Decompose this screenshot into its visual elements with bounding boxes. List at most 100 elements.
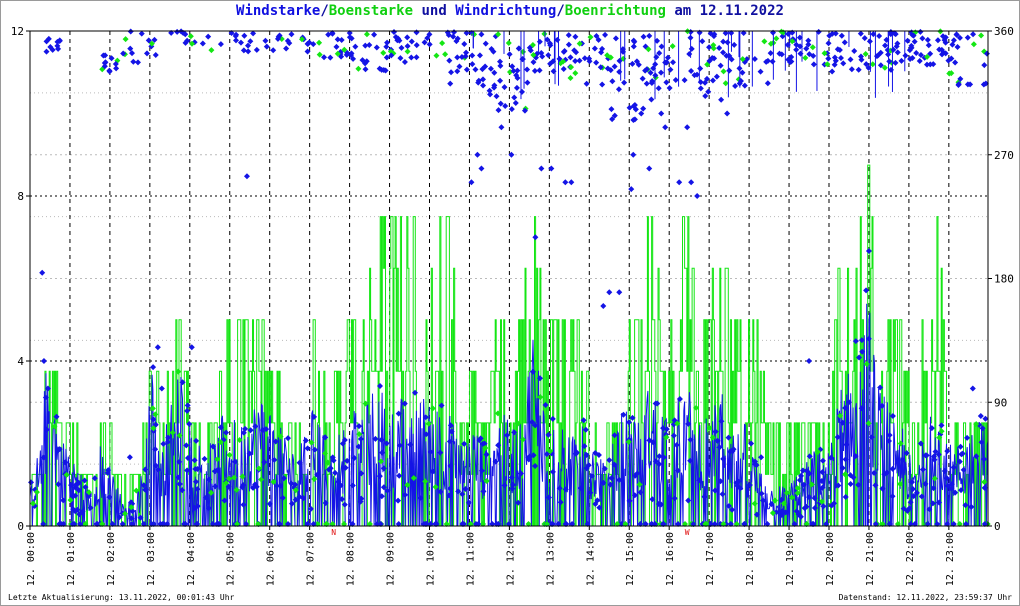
- wind-speed-point: [205, 476, 212, 483]
- wind-speed-point: [73, 481, 80, 488]
- y-left-tick-label: 4: [17, 355, 24, 368]
- direction-point: [953, 31, 960, 38]
- wind-speed-point: [607, 481, 614, 488]
- direction-point: [120, 50, 127, 57]
- wind-speed-point: [31, 503, 38, 510]
- direction-point: [658, 43, 665, 50]
- x-tick-label: 12. 05:00: [226, 532, 237, 586]
- wind-speed-point: [930, 485, 937, 492]
- direction-point: [541, 30, 548, 37]
- wind-speed-point: [175, 474, 182, 481]
- title-gust-speed: Boenstarke: [328, 3, 414, 19]
- direction-point: [547, 60, 554, 67]
- wind-speed-point: [396, 472, 403, 479]
- gust-speed-point: [674, 420, 681, 427]
- wind-speed-point: [670, 432, 677, 439]
- gust-speed-point: [429, 405, 436, 412]
- gust-speed-point: [311, 475, 318, 482]
- wind-speed-point: [465, 499, 472, 506]
- direction-outlier-point: [474, 151, 481, 158]
- direction-point: [740, 30, 747, 37]
- direction-point: [739, 69, 746, 76]
- direction-point: [565, 41, 572, 48]
- direction-point: [383, 43, 390, 50]
- direction-point: [672, 77, 679, 84]
- wind-speed-point: [279, 494, 286, 501]
- direction-point: [917, 28, 924, 35]
- direction-point: [720, 68, 727, 75]
- direction-point: [716, 44, 723, 51]
- direction-point: [228, 30, 235, 37]
- title-and: und: [413, 3, 456, 19]
- wind-speed-point: [184, 407, 191, 414]
- wind-speed-point: [611, 432, 618, 439]
- direction-point: [329, 30, 336, 37]
- gust-speed-point: [362, 400, 369, 407]
- direction-point: [243, 173, 250, 180]
- direction-point: [964, 34, 971, 41]
- direction-point: [952, 59, 959, 66]
- gust-speed-point: [814, 448, 821, 455]
- direction-point: [697, 79, 704, 86]
- wind-speed-point: [341, 437, 348, 444]
- wind-speed-point: [712, 487, 719, 494]
- wind-speed-point: [184, 467, 191, 474]
- direction-point: [892, 59, 899, 66]
- wind-speed-point: [87, 504, 94, 511]
- direction-point: [764, 80, 771, 87]
- direction-outlier-point: [806, 358, 813, 364]
- direction-outlier-point: [600, 303, 607, 309]
- wind-speed-point: [634, 470, 641, 477]
- wind-speed-point: [843, 441, 850, 448]
- direction-point: [304, 48, 311, 55]
- wind-speed-point: [943, 475, 950, 482]
- wind-speed-point: [964, 434, 971, 441]
- direction-point: [688, 45, 695, 52]
- wind-speed-point: [746, 482, 753, 489]
- direction-point: [426, 41, 433, 48]
- direction-point: [152, 51, 159, 58]
- wind-speed-point: [60, 497, 67, 504]
- wind-speed-point: [922, 480, 929, 487]
- wind-speed-point: [311, 413, 318, 420]
- wind-speed-point: [447, 422, 454, 429]
- wind-speed-point: [725, 503, 732, 510]
- wind-speed-point: [900, 505, 907, 512]
- wind-speed-point: [562, 486, 569, 493]
- direction-point: [767, 50, 774, 57]
- wind-speed-point: [929, 500, 936, 507]
- wind-speed-point: [858, 405, 865, 412]
- direction-point: [439, 40, 446, 47]
- direction-point: [382, 67, 389, 74]
- direction-point: [855, 66, 862, 73]
- wind-speed-point: [201, 455, 208, 462]
- gust-speed-point: [169, 429, 176, 436]
- direction-point: [245, 48, 252, 55]
- wind-speed-point: [357, 498, 364, 505]
- direction-point: [667, 66, 674, 73]
- wind-speed-point: [545, 494, 552, 501]
- direction-point: [501, 84, 508, 91]
- direction-point: [283, 45, 290, 52]
- wind-speed-point: [379, 449, 386, 456]
- direction-point: [919, 35, 926, 42]
- direction-point: [188, 40, 195, 47]
- direction-point: [757, 68, 764, 75]
- direction-point: [805, 41, 812, 48]
- direction-point: [970, 31, 977, 38]
- gust-speed-point: [751, 500, 758, 507]
- wind-speed-point: [803, 467, 810, 474]
- x-tick-label: 12. 18:00: [745, 532, 756, 586]
- wind-speed-point: [232, 458, 239, 465]
- wind-speed-point: [818, 478, 825, 485]
- wind-speed-point: [128, 499, 135, 506]
- direction-point: [240, 47, 247, 54]
- last-update-text: Letzte Aktualisierung: 13.11.2022, 00:01…: [8, 593, 235, 602]
- gust-speed-point: [422, 478, 429, 485]
- wind-speed-point: [288, 480, 295, 487]
- direction-point: [593, 59, 600, 66]
- direction-outlier-point: [917, 440, 924, 447]
- wind-speed-point: [357, 435, 364, 442]
- wind-speed-point: [358, 470, 365, 477]
- wind-speed-point: [852, 338, 859, 345]
